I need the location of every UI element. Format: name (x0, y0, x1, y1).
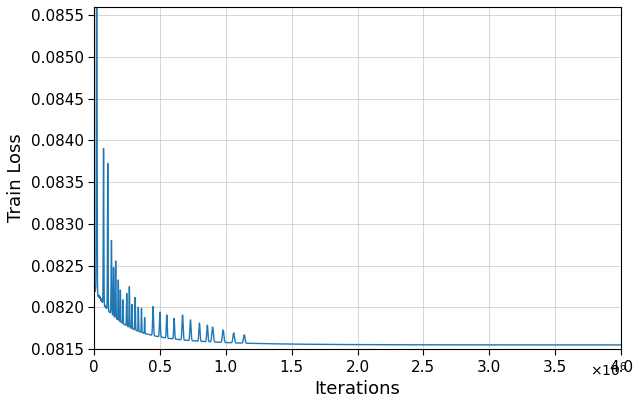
Y-axis label: Train Loss: Train Loss (7, 134, 25, 222)
X-axis label: Iterations: Iterations (315, 380, 401, 398)
Text: $\times10^6$: $\times10^6$ (590, 360, 627, 379)
